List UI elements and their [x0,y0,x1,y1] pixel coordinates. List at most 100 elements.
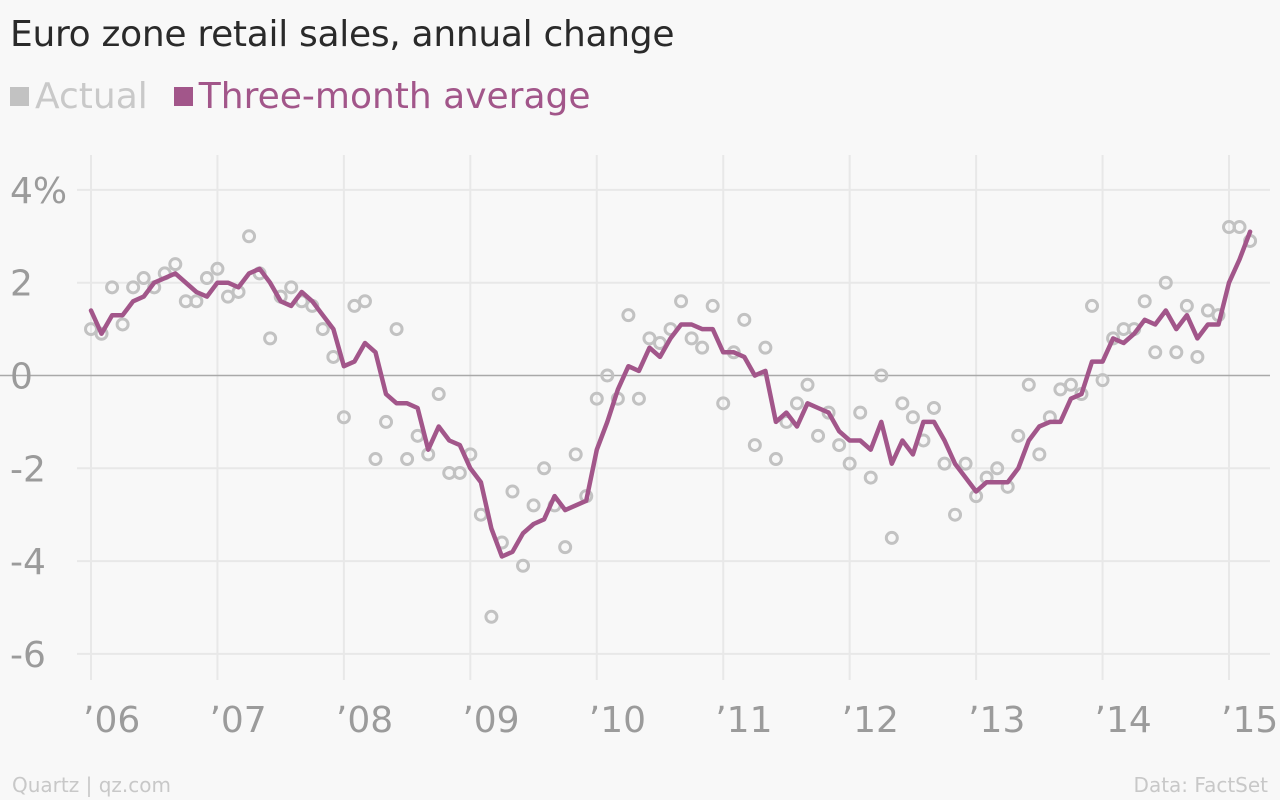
x-tick-label: ’06 [83,700,140,741]
actual-point [768,452,783,467]
footer-source: Data: FactSet [1133,773,1268,797]
actual-point [1158,275,1173,290]
actual-point [684,331,699,346]
actual-point [948,507,963,522]
footer-credit: Quartz | qz.com [12,773,171,797]
actual-point [1032,447,1047,462]
actual-point [452,465,467,480]
actual-point [695,340,710,355]
actual-point [1011,428,1026,443]
actual-point [505,484,520,499]
legend-label-actual: Actual [35,76,148,117]
x-tick-label: ’08 [336,700,393,741]
actual-point [389,322,404,337]
actual-point [537,461,552,476]
actual-point [1063,377,1078,392]
x-tick-label: ’14 [1095,700,1152,741]
actual-point [716,396,731,411]
actual-point [895,396,910,411]
actual-point [1095,373,1110,388]
actual-point [558,540,573,555]
actual-point [484,609,499,624]
actual-point [568,447,583,462]
actual-point [937,456,952,471]
actual-point [1190,349,1205,364]
y-tick-label: 0 [10,357,33,398]
y-tick-label: 4% [10,171,67,212]
actual-point [336,410,351,425]
actual-point [990,461,1005,476]
actual-point [705,298,720,313]
actual-point [263,331,278,346]
actual-point [1179,298,1194,313]
legend-swatch-average [173,87,193,106]
actual-point [189,294,204,309]
actual-point [1148,345,1163,360]
legend-swatch-actual [10,87,29,106]
y-tick-label: -2 [10,449,46,490]
actual-point [105,280,120,295]
actual-point [431,387,446,402]
legend-label-average: Three-month average [198,76,591,117]
x-tick-label: ’11 [715,700,772,741]
actual-point [315,322,330,337]
actual-point [400,452,415,467]
actual-point [674,294,689,309]
legend-item-average: Three-month average [173,76,591,117]
actual-point [1085,298,1100,313]
actual-point [905,410,920,425]
actual-point [811,428,826,443]
legend-item-actual: Actual [10,76,148,117]
actual-point [168,257,183,272]
x-tick-label: ’12 [842,700,899,741]
actual-point [600,368,615,383]
y-tick-label: -4 [10,542,46,583]
actual-point [379,414,394,429]
legend: Actual Three-month average [10,76,617,117]
actual-point [368,452,383,467]
actual-point [1021,377,1036,392]
y-tick-label: -6 [10,635,46,676]
actual-point [210,261,225,276]
x-tick-label: ’10 [589,700,646,741]
actual-point [832,438,847,453]
actual-point [842,456,857,471]
actual-point [789,396,804,411]
actual-point [853,405,868,420]
actual-point [199,271,214,286]
y-tick-label: 2 [10,264,33,305]
chart-title: Euro zone retail sales, annual change [10,14,675,55]
actual-point [863,470,878,485]
actual-point [242,229,257,244]
actual-point [94,326,109,341]
x-tick-label: ’09 [462,700,519,741]
actual-point [884,530,899,545]
actual-point [126,280,141,295]
actual-point [1169,345,1184,360]
actual-point [473,507,488,522]
actual-point [958,456,973,471]
actual-point [357,294,372,309]
actual-point [747,438,762,453]
actual-point [136,271,151,286]
actual-point [115,317,130,332]
average-series-line [88,229,1253,559]
actual-point [800,377,815,392]
actual-point [516,558,531,573]
actual-point [737,312,752,327]
actual-point [926,400,941,415]
actual-point [526,498,541,513]
actual-point [874,368,889,383]
actual-point [758,340,773,355]
actual-point [1137,294,1152,309]
actual-point [284,280,299,295]
x-tick-label: ’15 [1221,700,1278,741]
actual-point [589,391,604,406]
actual-point [621,308,636,323]
x-tick-label: ’13 [968,700,1025,741]
actual-point [631,391,646,406]
actual-point [326,349,341,364]
actual-point [1232,220,1247,235]
x-tick-label: ’07 [209,700,266,741]
